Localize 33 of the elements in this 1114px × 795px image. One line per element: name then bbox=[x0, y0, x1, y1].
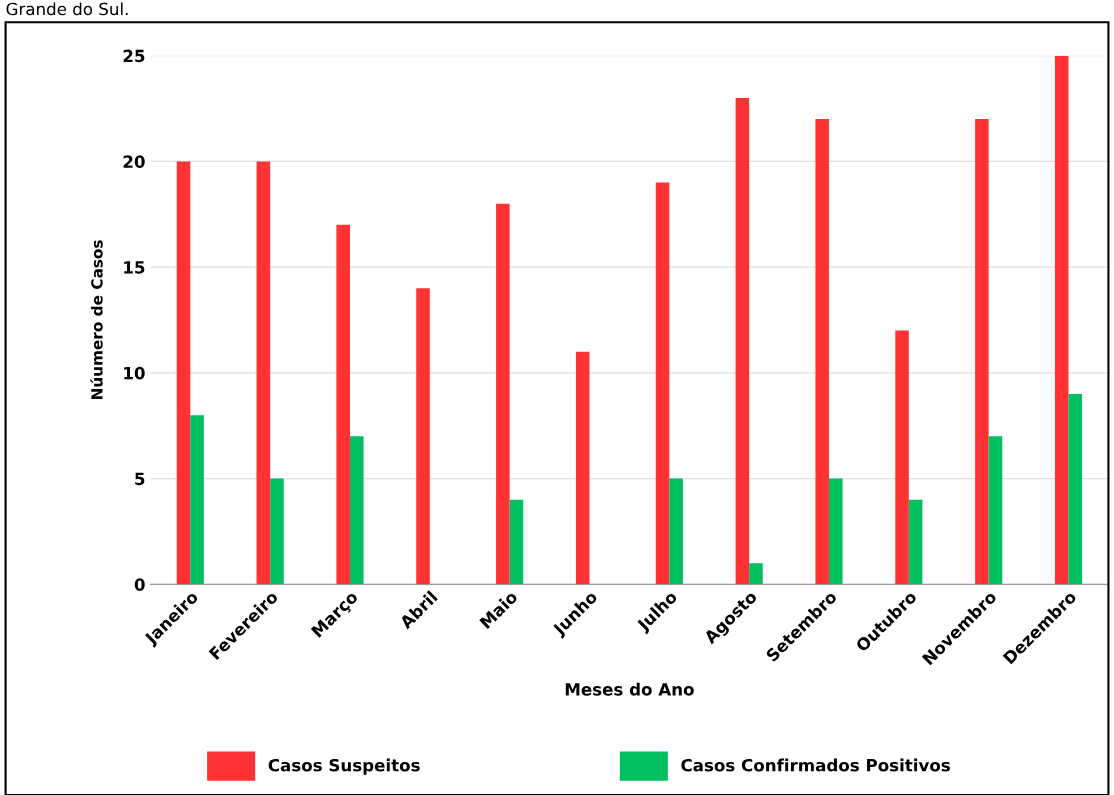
bar bbox=[509, 499, 524, 585]
bar bbox=[336, 224, 350, 585]
x-axis-title: Meses do Ano bbox=[565, 682, 694, 696]
bar bbox=[496, 203, 510, 585]
bar bbox=[270, 478, 284, 585]
y-tick-label: 0 bbox=[134, 578, 145, 591]
text: Grande do Sul. bbox=[6, 2, 128, 16]
y-tick-label: 15 bbox=[124, 261, 145, 274]
y-tick-label: 20 bbox=[123, 155, 145, 168]
legend-label: Casos Confirmados Positivos bbox=[681, 758, 950, 772]
bar bbox=[829, 478, 843, 585]
bar bbox=[256, 161, 271, 585]
bar bbox=[735, 97, 750, 585]
y-axis-title: Núumero de Casos bbox=[90, 240, 103, 400]
bar bbox=[669, 478, 683, 585]
y-tick-label: 25 bbox=[123, 49, 145, 63]
bar bbox=[176, 161, 191, 585]
y-tick-label: 10 bbox=[124, 366, 145, 380]
bar bbox=[815, 119, 829, 585]
bar bbox=[1054, 55, 1069, 585]
bar bbox=[349, 436, 364, 585]
bar bbox=[988, 436, 1003, 585]
bar bbox=[895, 330, 909, 585]
bar bbox=[1068, 394, 1083, 585]
bar bbox=[190, 415, 204, 585]
bar bbox=[575, 351, 590, 585]
bar bbox=[655, 182, 670, 585]
bar bbox=[908, 499, 923, 585]
bar bbox=[975, 119, 989, 585]
legend-label: Casos Suspeitos bbox=[268, 758, 420, 775]
y-tick-label: 5 bbox=[135, 472, 145, 486]
bar bbox=[749, 563, 763, 585]
bar bbox=[416, 288, 430, 585]
